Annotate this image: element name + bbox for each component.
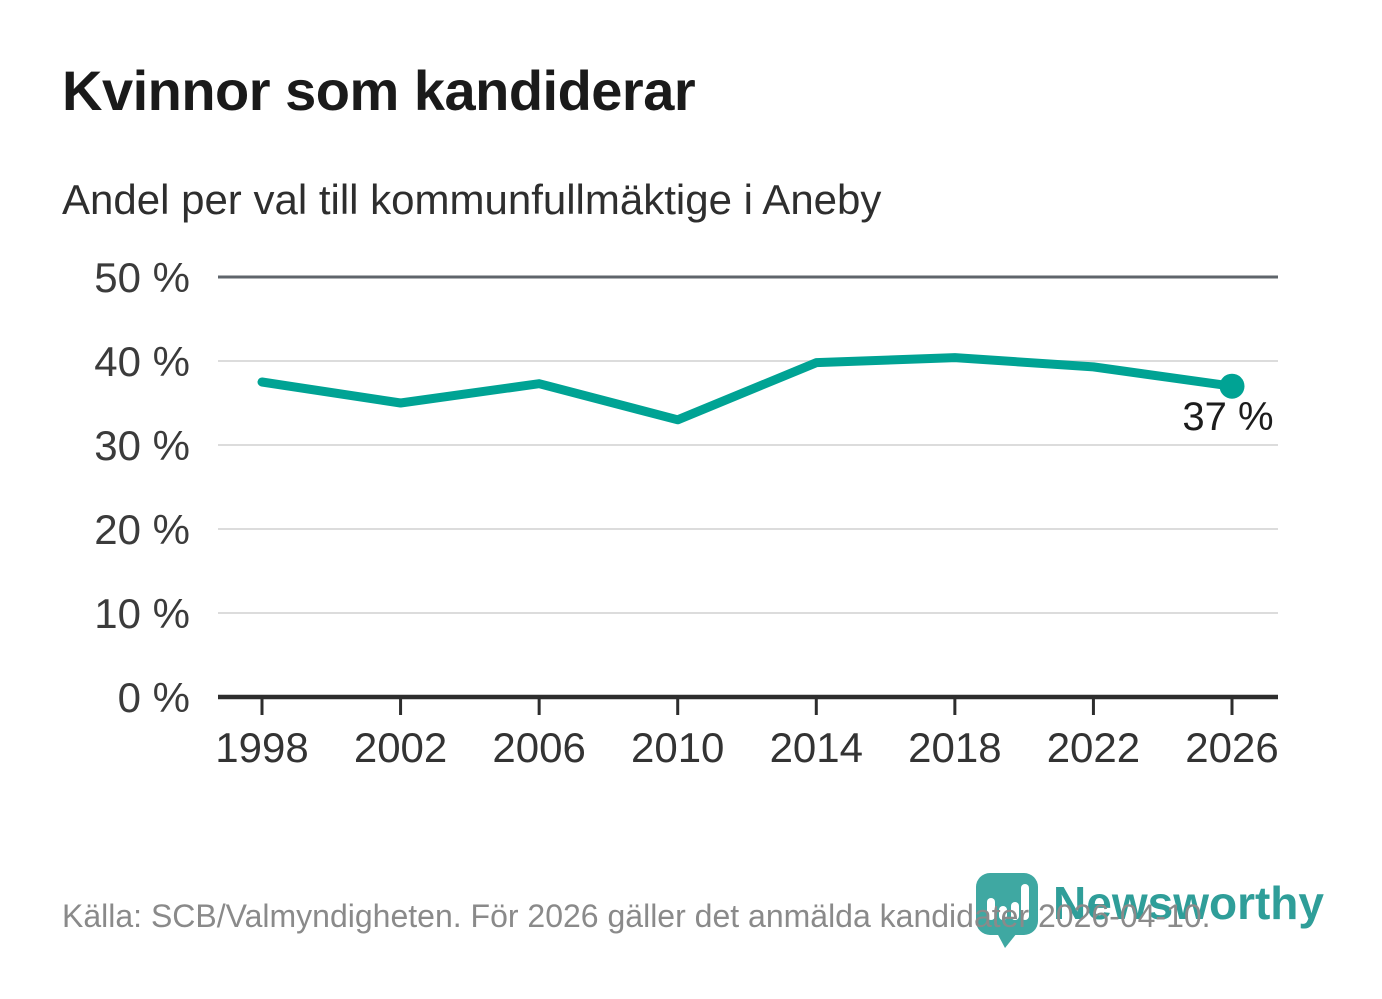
x-axis-tick-label: 2026 [1185, 724, 1278, 771]
x-axis-tick-label: 2010 [631, 724, 724, 771]
y-axis-tick-label: 50 % [94, 254, 190, 301]
x-axis-tick-label: 2006 [492, 724, 585, 771]
end-point-marker [1219, 373, 1245, 399]
newsworthy-logo-text: Newsworthy [1053, 877, 1324, 929]
x-axis-tick-label: 2022 [1047, 724, 1140, 771]
page-title: Kvinnor som kandiderar [62, 59, 696, 122]
newsworthy-logo-icon [976, 873, 1039, 948]
y-axis-tick-label: 30 % [94, 422, 190, 469]
end-point-value-label: 37 % [1182, 395, 1273, 439]
newsworthy-logo: Newsworthy [975, 872, 1324, 948]
x-axis-tick-label: 2014 [770, 724, 863, 771]
data-line [257, 353, 1237, 425]
x-axis-tick-label: 2018 [908, 724, 1001, 771]
page-subtitle: Andel per val till kommunfullmäktige i A… [62, 176, 882, 223]
x-axis-tick-label: 1998 [215, 724, 308, 771]
x-axis-tick-label: 2002 [354, 724, 447, 771]
source-note: Källa: SCB/Valmyndigheten. För 2026 gäll… [62, 898, 1211, 934]
y-axis-tick-label: 20 % [94, 506, 190, 553]
y-axis-tick-label: 10 % [94, 590, 190, 637]
y-axis-tick-label: 0 % [118, 674, 190, 721]
y-axis-tick-label: 40 % [94, 338, 190, 385]
